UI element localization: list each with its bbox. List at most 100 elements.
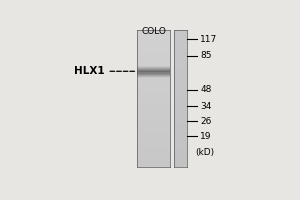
- Bar: [173, 98, 188, 99]
- Bar: [173, 162, 188, 163]
- Bar: [173, 124, 188, 125]
- Bar: [173, 134, 188, 135]
- Bar: [137, 120, 170, 122]
- Bar: [137, 36, 170, 37]
- Bar: [137, 85, 170, 86]
- Bar: [173, 135, 188, 137]
- Bar: [173, 140, 188, 141]
- Bar: [173, 120, 188, 122]
- Bar: [173, 126, 188, 127]
- Bar: [173, 160, 188, 162]
- Bar: [137, 139, 170, 140]
- Bar: [173, 102, 188, 103]
- Bar: [137, 67, 170, 68]
- Bar: [137, 31, 170, 33]
- Bar: [173, 66, 188, 67]
- Bar: [173, 88, 188, 90]
- Text: (kD): (kD): [196, 148, 215, 157]
- Bar: [173, 152, 188, 154]
- Bar: [137, 77, 170, 78]
- Bar: [173, 117, 188, 118]
- Bar: [137, 140, 170, 141]
- Bar: [173, 115, 188, 116]
- Bar: [137, 146, 170, 147]
- Bar: [137, 86, 170, 87]
- Bar: [137, 132, 170, 133]
- Bar: [173, 34, 188, 35]
- Bar: [173, 72, 188, 74]
- Bar: [137, 48, 170, 50]
- Bar: [173, 36, 188, 37]
- Bar: [137, 78, 170, 79]
- Bar: [137, 53, 170, 54]
- Bar: [173, 127, 188, 129]
- Bar: [173, 55, 188, 57]
- Bar: [137, 32, 170, 34]
- Bar: [137, 42, 170, 43]
- Text: 34: 34: [200, 102, 211, 111]
- Bar: [137, 76, 170, 77]
- Bar: [137, 72, 170, 74]
- Bar: [173, 75, 188, 76]
- Bar: [137, 144, 170, 146]
- Bar: [137, 158, 170, 159]
- Bar: [137, 114, 170, 115]
- Bar: [137, 134, 170, 135]
- Bar: [137, 141, 170, 142]
- Bar: [173, 146, 188, 147]
- Bar: [137, 50, 170, 51]
- Bar: [173, 64, 188, 66]
- Bar: [173, 37, 188, 38]
- Bar: [173, 51, 188, 52]
- Bar: [137, 100, 170, 101]
- Bar: [173, 78, 188, 79]
- Bar: [137, 87, 170, 89]
- Bar: [137, 126, 170, 127]
- Bar: [173, 54, 188, 55]
- Bar: [137, 93, 170, 94]
- Bar: [173, 60, 188, 61]
- Bar: [173, 84, 188, 85]
- Bar: [173, 108, 188, 109]
- Bar: [137, 108, 170, 109]
- Bar: [173, 71, 188, 73]
- Bar: [173, 79, 188, 81]
- Bar: [173, 30, 188, 31]
- Bar: [173, 58, 188, 59]
- Bar: [173, 138, 188, 139]
- Bar: [137, 88, 170, 90]
- Bar: [137, 45, 170, 46]
- Bar: [173, 131, 188, 132]
- Bar: [137, 155, 170, 156]
- Bar: [173, 44, 188, 45]
- Bar: [173, 136, 188, 138]
- Bar: [137, 107, 170, 108]
- Bar: [137, 38, 170, 39]
- Bar: [137, 116, 170, 117]
- Bar: [137, 124, 170, 125]
- Bar: [173, 99, 188, 100]
- Bar: [173, 155, 188, 156]
- Bar: [173, 62, 188, 63]
- Bar: [137, 62, 170, 63]
- Bar: [137, 111, 170, 113]
- Bar: [173, 154, 188, 155]
- Bar: [137, 91, 170, 92]
- Bar: [137, 131, 170, 132]
- Bar: [173, 95, 188, 97]
- Bar: [137, 165, 170, 166]
- Bar: [173, 150, 188, 151]
- Bar: [173, 76, 188, 77]
- Bar: [173, 144, 188, 146]
- Bar: [137, 51, 170, 52]
- Bar: [137, 79, 170, 81]
- Bar: [137, 43, 170, 44]
- Bar: [173, 86, 188, 87]
- Bar: [137, 123, 170, 124]
- Bar: [137, 82, 170, 83]
- Bar: [173, 52, 188, 53]
- Bar: [137, 133, 170, 134]
- Bar: [137, 163, 170, 164]
- Bar: [173, 48, 188, 50]
- Bar: [173, 112, 188, 114]
